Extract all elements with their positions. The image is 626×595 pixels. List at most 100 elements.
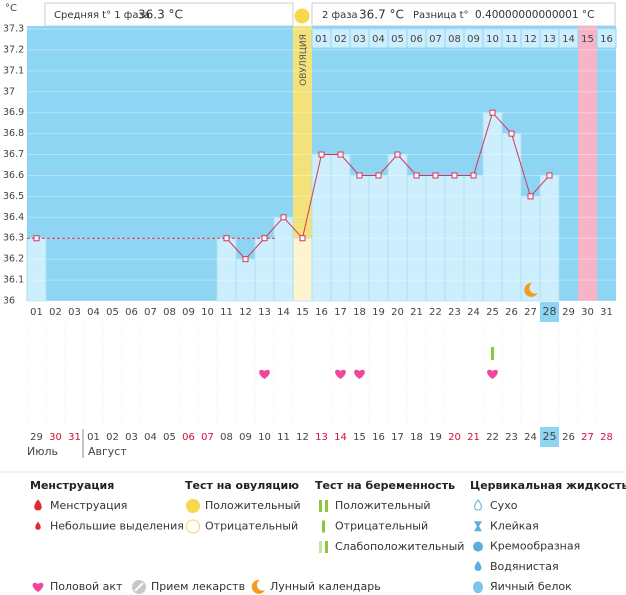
preg-icon — [325, 500, 328, 512]
legend-title: Цервикальная жидкость — [470, 479, 626, 492]
x-tick-label: 23 — [448, 307, 461, 318]
temperature-column — [254, 237, 275, 302]
phase2-value: 36.7 °C — [359, 8, 404, 22]
calendar-day: 04 — [144, 432, 157, 443]
fluid-icon — [473, 541, 483, 552]
x-tick-label: 25 — [486, 307, 499, 318]
legend-item: Сухо — [490, 499, 518, 512]
fluid-icon — [474, 521, 482, 532]
cycle-day-label: 04 — [372, 34, 385, 45]
heart — [32, 582, 44, 592]
calendar-day: 27 — [581, 432, 594, 443]
legend-title: Тест на беременность — [315, 479, 455, 492]
y-tick-label: 36.4 — [3, 212, 24, 223]
calendar-day: 21 — [467, 432, 480, 443]
temperature-point — [527, 193, 534, 200]
medication-icon — [134, 582, 144, 592]
heart — [259, 369, 270, 379]
temperature-point — [261, 235, 268, 242]
cycle-day-label: 15 — [581, 34, 594, 45]
calendar-day: 23 — [505, 432, 518, 443]
temperature-point — [375, 172, 382, 179]
calendar-day: 24 — [524, 432, 537, 443]
y-tick-label: 36.6 — [3, 170, 24, 181]
calendar-day: 06 — [182, 432, 195, 443]
calendar-day: 30 — [49, 432, 62, 443]
x-tick-label: 14 — [277, 307, 290, 318]
temperature-point — [451, 172, 458, 179]
temperature-line — [226, 111, 550, 260]
temperature-column — [216, 237, 237, 302]
cycle-day-label: 06 — [410, 34, 423, 45]
legend-item: Слабоположительный — [335, 540, 464, 553]
temperature-column — [482, 112, 503, 302]
temperature-column — [330, 154, 351, 302]
drop-icon — [474, 560, 482, 571]
temperature-point — [394, 151, 401, 158]
calendar-day: 14 — [334, 432, 347, 443]
calendar-day: 01 — [87, 432, 100, 443]
unit-label: °C — [5, 3, 17, 14]
calendar-day: 10 — [258, 432, 271, 443]
pregnancy-test-weak — [491, 347, 494, 360]
ovulation-sun — [294, 8, 310, 24]
legend-item: Менструация — [50, 499, 127, 512]
cycle-day-label: 02 — [334, 34, 347, 45]
calendar-day: 02 — [106, 432, 119, 443]
preg-icon — [322, 520, 325, 533]
x-tick-label: 09 — [182, 307, 195, 318]
cycle-day-label: 13 — [543, 34, 556, 45]
moon — [524, 282, 538, 297]
temperature-point — [242, 256, 249, 263]
calendar-day: 19 — [429, 432, 442, 443]
x-tick-label: 28 — [543, 305, 557, 318]
legend-item: Лунный календарь — [270, 580, 381, 593]
phase2-label: 2 фаза — [322, 10, 358, 21]
x-tick-label: 12 — [239, 307, 252, 318]
drop-icon — [35, 521, 41, 530]
diff-value: 0.40000000000001 °C — [475, 9, 594, 21]
x-tick-label: 27 — [524, 307, 537, 318]
temperature-point — [470, 172, 477, 179]
ovulation-negative-icon — [186, 519, 200, 534]
temperature-column — [387, 154, 408, 302]
calendar-day: 25 — [543, 430, 557, 443]
x-tick-label: 08 — [163, 307, 176, 318]
x-tick-label: 30 — [581, 307, 594, 318]
cycle-day-label: 09 — [467, 34, 480, 45]
calendar-day: 09 — [239, 432, 252, 443]
temperature-point — [508, 130, 515, 137]
y-tick-label: 36 — [3, 296, 15, 307]
x-tick-label: 04 — [87, 307, 100, 318]
ovulation-positive-icon — [186, 499, 200, 513]
legend-title: Тест на овуляцию — [185, 479, 299, 492]
temperature-point — [356, 172, 363, 179]
temperature-point — [318, 151, 325, 158]
preg-icon — [319, 500, 322, 512]
y-tick-label: 37 — [3, 86, 15, 97]
temperature-point — [337, 151, 344, 158]
calendar-day: 05 — [163, 432, 176, 443]
x-tick-label: 22 — [429, 307, 442, 318]
month-label: Август — [88, 445, 127, 458]
cycle-day-label: 12 — [524, 34, 537, 45]
y-tick-label: 37.2 — [3, 44, 24, 55]
calendar-day: 22 — [486, 432, 499, 443]
legend-item: Прием лекарств — [151, 580, 245, 593]
legend-item: Кремообразная — [490, 540, 580, 553]
calendar-day: 11 — [277, 432, 290, 443]
temperature-column — [520, 195, 541, 302]
x-tick-label: 03 — [68, 307, 81, 318]
cycle-day-label: 03 — [353, 34, 366, 45]
x-tick-label: 19 — [372, 307, 385, 318]
temperature-point — [489, 109, 496, 116]
x-tick-label: 15 — [296, 307, 309, 318]
temperature-point — [33, 235, 40, 242]
x-tick-label: 13 — [258, 307, 271, 318]
y-tick-label: 36.9 — [3, 107, 24, 118]
y-tick-label: 36.8 — [3, 128, 24, 139]
legend-title: Менструация — [30, 479, 114, 492]
heart — [487, 369, 498, 379]
x-tick-label: 07 — [144, 307, 157, 318]
temperature-point — [432, 172, 439, 179]
